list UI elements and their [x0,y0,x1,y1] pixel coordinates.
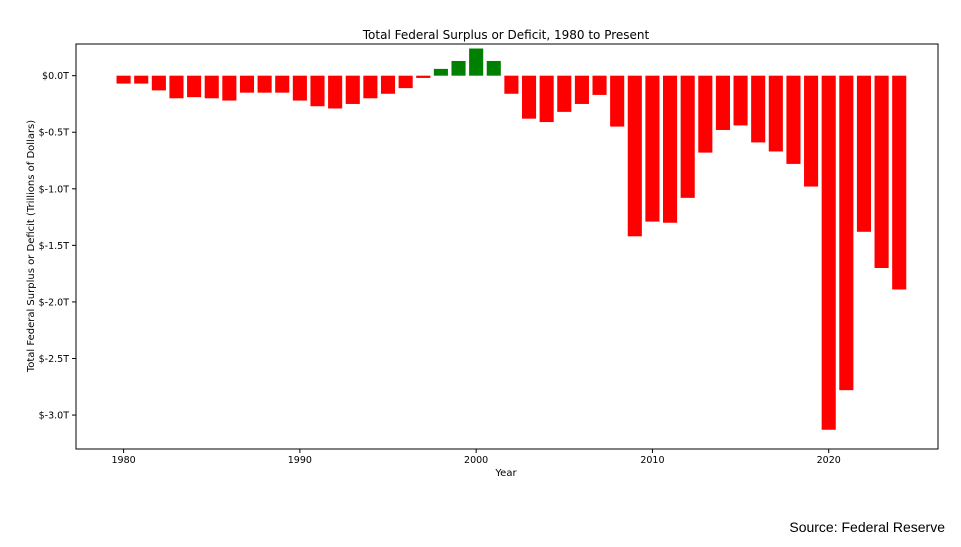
bar-2023 [874,75,889,268]
bar-1984 [187,75,202,98]
bar-2005 [557,75,572,112]
bar-2004 [539,75,554,123]
bar-2002 [504,75,519,94]
source-note: Source: Federal Reserve [789,519,945,535]
bar-2007 [592,75,607,95]
bar-2018 [786,75,801,164]
bar-1985 [204,75,219,99]
x-tick-label: 1990 [288,455,312,466]
y-tick-label: $0.0T [42,71,69,82]
bar-1987 [239,75,255,93]
bar-1983 [169,75,184,99]
bar-2013 [698,75,713,153]
bar-2024 [892,75,907,290]
bar-2006 [574,75,589,104]
chart-title: Total Federal Surplus or Deficit, 1980 t… [362,28,650,42]
bar-2020 [821,75,836,430]
x-axis-label: Year [494,468,517,479]
bar-2011 [663,75,678,223]
x-tick-label: 1980 [112,455,136,466]
bar-1997 [416,75,431,78]
bar-2015 [733,75,748,126]
y-tick-label: $-3.0T [39,411,70,422]
bar-1995 [380,75,396,94]
bar-1986 [222,75,237,101]
y-tick-label: $-0.5T [39,128,70,139]
bar-2000 [469,48,484,76]
bar-1991 [310,75,325,107]
bar-2017 [768,75,783,152]
y-tick-label: $-2.5T [39,354,70,365]
y-axis-label: Total Federal Surplus or Deficit (Trilli… [26,120,37,373]
bar-1988 [257,75,272,93]
bar-1990 [292,75,307,101]
y-axis: $0.0T $-0.5T $-1.0T $-1.5T $-2.0T $-2.5T $-3.0… [39,71,76,422]
bar-1982 [151,75,166,91]
y-tick-label: $-2.0T [39,297,70,308]
bar-1994 [363,75,378,99]
bar-1989 [275,75,290,93]
bar-1998 [433,68,448,76]
bar-2001 [486,60,501,76]
bar-2016 [751,75,766,143]
bar-2003 [521,75,537,119]
y-tick-label: $-1.5T [39,241,70,252]
bar-2021 [839,75,854,391]
x-tick-label: 2000 [464,455,488,466]
bar-1981 [134,75,149,84]
bar-2008 [610,75,625,127]
y-tick-label: $-1.0T [39,184,70,195]
bar-1980 [116,75,131,84]
bar-2009 [627,75,642,237]
bars-group [116,48,907,430]
bar-2014 [715,75,730,130]
bar-2019 [804,75,819,187]
plot-frame [75,43,939,450]
x-axis: 1980 1990 2000 2010 2020 [112,449,841,466]
bar-1993 [345,75,360,104]
bar-2022 [856,75,872,232]
x-tick-label: 2020 [817,455,841,466]
bar-1996 [398,75,413,89]
bar-2012 [680,75,695,198]
bar-2010 [645,75,660,222]
bar-1999 [451,60,466,76]
bar-1992 [328,75,343,109]
x-tick-label: 2010 [640,455,664,466]
